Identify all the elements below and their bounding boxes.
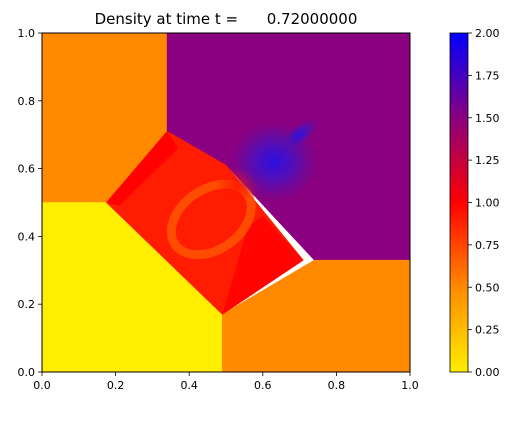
colorbar-tick-label: 0.00 [475, 366, 500, 379]
colorbar [449, 32, 469, 373]
plot-frame [41, 32, 411, 373]
y-axis: 0.0 0.2 0.4 0.6 0.8 1.0 [18, 27, 42, 379]
contact-band-upper-left [106, 131, 179, 206]
colorbar-tick-label: 1.75 [475, 69, 500, 82]
blue-jet-arm [281, 118, 318, 151]
contact-band-right [222, 216, 304, 315]
colorbar-tick-label: 0.75 [475, 239, 500, 252]
colorbar-tick-label: 1.25 [475, 154, 500, 167]
y-tick-label: 0.8 [18, 95, 36, 108]
colorbar-axis: 0.00 0.25 0.50 0.75 1.00 1.25 1.50 1.75 2.00 [468, 27, 500, 379]
colorbar-tick-label: 1.00 [475, 197, 500, 210]
y-tick-label: 0.6 [18, 163, 36, 176]
y-tick-label: 0.0 [18, 366, 36, 379]
x-tick-label: 1.0 [401, 379, 419, 392]
plot-area [42, 33, 410, 372]
colorbar-tick-label: 0.50 [475, 281, 500, 294]
colorbar-tick-label: 1.50 [475, 112, 500, 125]
y-tick-label: 0.4 [18, 230, 36, 243]
x-tick-label: 0.2 [107, 379, 125, 392]
x-axis: 0.0 0.2 0.4 0.6 0.8 1.0 [33, 372, 419, 392]
x-tick-label: 0.4 [180, 379, 198, 392]
x-tick-label: 0.6 [254, 379, 272, 392]
y-tick-label: 1.0 [18, 27, 36, 40]
x-tick-label: 0.8 [328, 379, 346, 392]
chart-title: Density at time t = 0.72000000 [95, 10, 358, 28]
x-tick-label: 0.0 [33, 379, 51, 392]
region-bottom-right [222, 259, 410, 372]
y-tick-label: 0.2 [18, 298, 36, 311]
colorbar-tick-label: 2.00 [475, 27, 500, 40]
colorbar-tick-label: 0.25 [475, 324, 500, 337]
